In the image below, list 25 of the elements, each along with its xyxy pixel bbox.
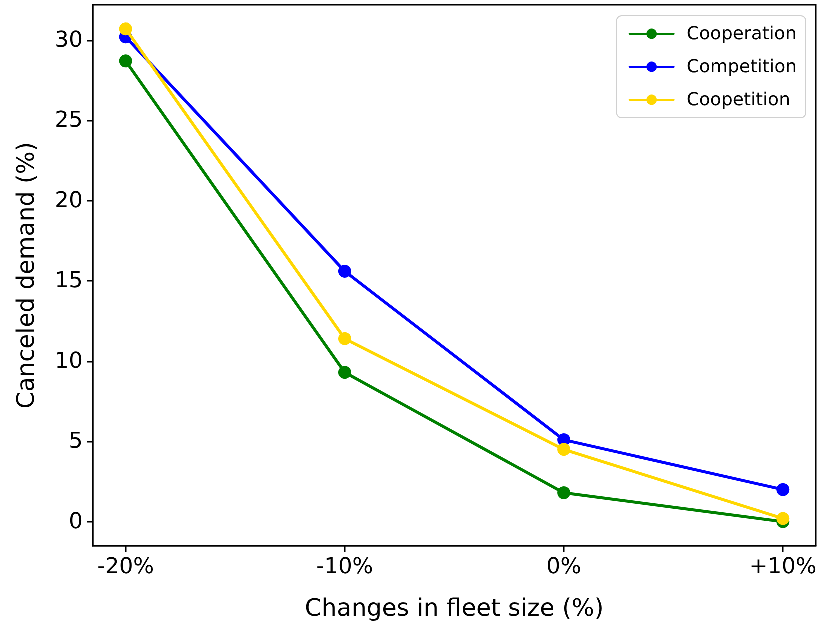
y-axis-title: Canceled demand (%) xyxy=(12,142,40,409)
y-tick-label: 20 xyxy=(55,188,83,214)
point xyxy=(558,443,571,456)
point xyxy=(119,54,132,68)
y-tick-label: 25 xyxy=(55,108,83,134)
x-tick-label: -10% xyxy=(316,554,374,580)
point xyxy=(338,264,352,278)
legend-label: Competition xyxy=(686,56,798,78)
point xyxy=(558,486,571,500)
point xyxy=(776,483,790,496)
point xyxy=(338,366,352,380)
x-axis-title: Changes in fleet size (%) xyxy=(305,594,604,622)
y-tick-label: 0 xyxy=(69,509,83,534)
point xyxy=(338,332,352,346)
x-tick-label: -20% xyxy=(97,554,154,580)
y-tick-label: 10 xyxy=(55,348,83,374)
x-tick-label: +10% xyxy=(749,554,817,580)
y-tick-label: 5 xyxy=(69,429,83,454)
legend-label: Cooperation xyxy=(686,24,797,44)
point xyxy=(776,512,790,526)
y-tick-label: 15 xyxy=(55,268,83,294)
point xyxy=(119,22,132,36)
y-tick-label: 30 xyxy=(55,28,83,53)
x-tick-label: 0% xyxy=(546,554,582,580)
legend-label: Coopetition xyxy=(686,90,790,110)
